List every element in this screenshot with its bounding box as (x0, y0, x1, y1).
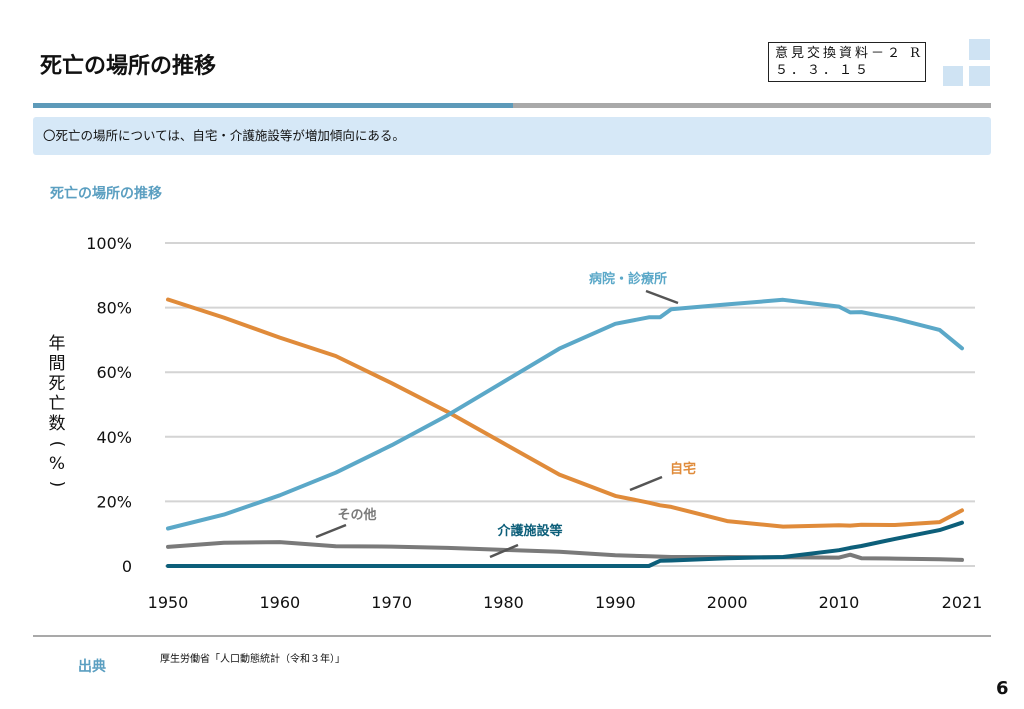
decorative-square (943, 66, 963, 86)
y-tick-label: 60% (96, 363, 132, 382)
y-tick-label: 20% (96, 492, 132, 511)
series-line-0 (166, 297, 964, 531)
y-axis-label-glyph: 死 (48, 374, 66, 394)
series-annotation-label: その他 (337, 507, 376, 523)
summary-banner: 〇死亡の場所については、自宅・介護施設等が増加傾向にある。 (33, 117, 991, 155)
x-tick-label: 1990 (595, 593, 636, 612)
x-tick-label: 2000 (707, 593, 748, 612)
document-reference-box: 意見交換資料－２ R ５．３．１５ (768, 42, 926, 82)
annotation-leader-line (489, 543, 519, 559)
y-axis-label-glyph: 間 (48, 354, 66, 374)
decorative-square (969, 39, 990, 60)
document-reference-line-1: 意見交換資料－２ R (775, 46, 923, 61)
y-tick-label: 40% (96, 428, 132, 447)
y-tick-label: 100% (86, 234, 132, 253)
y-tick-label: 80% (96, 299, 132, 318)
x-tick-label: 2010 (819, 593, 860, 612)
chart-section-subtitle: 死亡の場所の推移 (50, 186, 162, 202)
x-tick-label: 1960 (259, 593, 300, 612)
header-divider-accent (33, 103, 513, 108)
x-tick-label: 1980 (483, 593, 524, 612)
series-annotation-label: 介護施設等 (496, 523, 562, 539)
death-location-line-chart: 0 20% 40% 60% 80% 100% 1950 1960 1970 1980 1990 200… (86, 234, 983, 612)
document-reference-line-2: ５．３．１５ (775, 63, 872, 78)
x-tick-label: 2021 (942, 593, 983, 612)
header-divider (513, 103, 991, 108)
series-annotation-label: 病院・診療所 (589, 271, 667, 287)
x-tick-label: 1970 (371, 593, 412, 612)
footer-divider (33, 635, 991, 637)
page-title: 死亡の場所の推移 (40, 54, 217, 79)
series-line-3 (166, 520, 964, 568)
annotation-leader-line (315, 523, 347, 539)
series-line-2 (166, 540, 964, 562)
series-line-1 (166, 297, 964, 529)
source-label: 出典 (78, 659, 106, 675)
y-tick-label: 0 (122, 557, 132, 576)
y-axis-label-glyph: % (48, 454, 66, 474)
y-axis-label: 年間死亡数(%) (46, 334, 68, 494)
decorative-square (969, 66, 990, 86)
annotation-leader-line (629, 475, 663, 492)
source-citation: 厚生労働省「人口動態統計（令和３年）」 (160, 654, 345, 665)
series-annotation-label: 自宅 (670, 461, 696, 477)
annotation-leader-line (645, 289, 679, 305)
y-axis-label-glyph: 数 (48, 414, 66, 434)
x-tick-label: 1950 (148, 593, 189, 612)
page-number: 6 (996, 678, 1009, 699)
y-axis-label-glyph: 年 (48, 334, 66, 354)
y-axis-label-glyph: 亡 (48, 394, 66, 414)
